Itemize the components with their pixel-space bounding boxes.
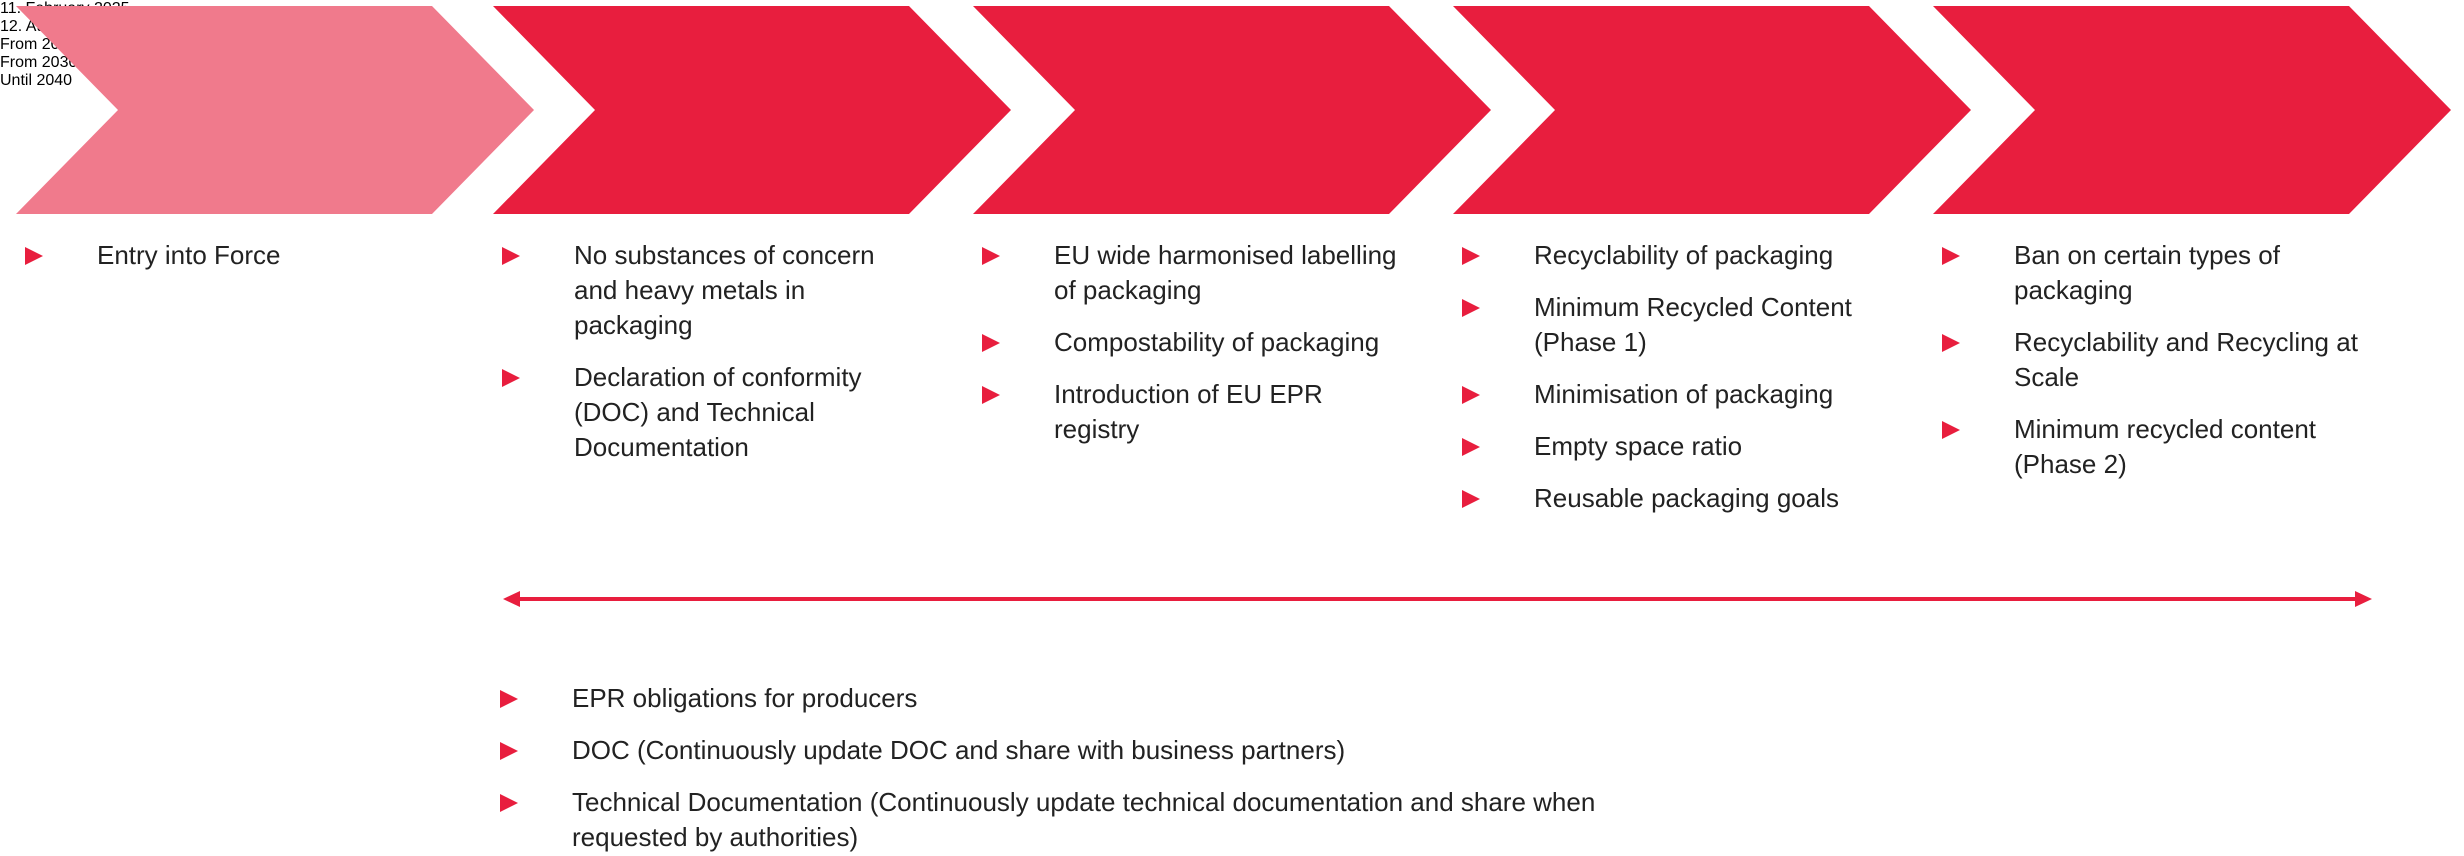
arrow-head: [2355, 591, 2372, 607]
list-item: Declaration of conformity (DOC) and Tech…: [502, 360, 919, 465]
stage-label: Until 2040: [0, 72, 73, 89]
list-item: DOC (Continuously update DOC and share w…: [500, 733, 1642, 768]
item-list: EU wide harmonised labelling of packagin…: [982, 238, 1399, 464]
list-item: Introduction of EU EPR registry: [982, 377, 1399, 447]
list-item: Compostability of packaging: [982, 325, 1399, 360]
chevron: [493, 6, 1011, 214]
chevron: [1453, 6, 1971, 214]
list-item: Minimisation of packaging: [1462, 377, 1894, 412]
list-item: Minimum Recycled Content (Phase 1): [1462, 290, 1894, 360]
list-item: EPR obligations for producers: [500, 681, 1642, 716]
chevron: [973, 6, 1491, 214]
chevron: [16, 6, 534, 214]
arrow-head: [503, 591, 520, 607]
list-item: Entry into Force: [25, 238, 442, 273]
list-item: Minimum recycled content (Phase 2): [1942, 412, 2359, 482]
list-item: Recyclability and Recycling at Scale: [1942, 325, 2359, 395]
list-item: Technical Documentation (Continuously up…: [500, 785, 1642, 855]
ongoing-list: EPR obligations for producers DOC (Contin…: [500, 681, 1642, 856]
list-item: EU wide harmonised labelling of packagin…: [982, 238, 1399, 308]
item-list: No substances of concern and heavy metal…: [502, 238, 919, 482]
list-item: Reusable packaging goals: [1462, 481, 1894, 516]
list-item: Ban on certain types of packaging: [1942, 238, 2359, 308]
list-item: No substances of concern and heavy metal…: [502, 238, 919, 343]
list-item: Empty space ratio: [1462, 429, 1894, 464]
item-list: Ban on certain types of packaging Recycla…: [1942, 238, 2359, 499]
item-list: Recyclability of packaging Minimum Recycl…: [1462, 238, 1894, 533]
chevron: [1933, 6, 2451, 214]
item-list: Entry into Force: [25, 238, 442, 290]
stage-label: From 2030: [0, 54, 78, 71]
list-item: Recyclability of packaging: [1462, 238, 1894, 273]
